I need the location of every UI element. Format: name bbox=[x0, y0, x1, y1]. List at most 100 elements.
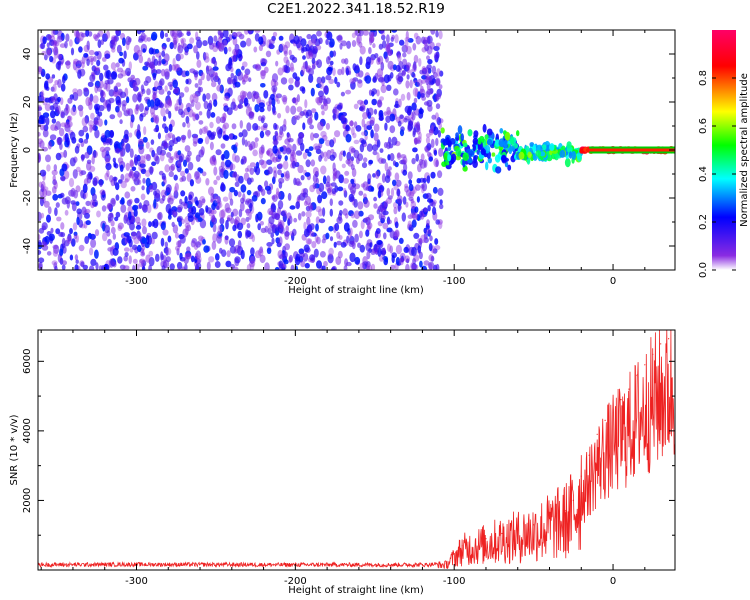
heatmap-cell bbox=[425, 91, 431, 98]
colorbar-tick-label: 0.8 bbox=[698, 70, 709, 86]
heatmap-cell bbox=[336, 231, 341, 239]
heatmap-cell bbox=[260, 144, 265, 154]
snr-data-point bbox=[548, 517, 551, 519]
heatmap-cell bbox=[439, 199, 443, 205]
heatmap-cell bbox=[171, 64, 176, 71]
heatmap-cell bbox=[320, 95, 326, 101]
heatmap-cell bbox=[369, 242, 373, 248]
heatmap-cell bbox=[141, 266, 146, 270]
heatmap-cell bbox=[246, 165, 252, 172]
heatmap-cell bbox=[131, 231, 138, 240]
heatmap-cell bbox=[64, 196, 71, 205]
heatmap-y-tick-label: -20 bbox=[22, 190, 33, 206]
heatmap-cell bbox=[127, 205, 133, 214]
heatmap-cell bbox=[354, 256, 361, 265]
heatmap-cell bbox=[119, 91, 127, 99]
heatmap-cell bbox=[309, 124, 314, 130]
heatmap-cell bbox=[273, 122, 278, 130]
heatmap-cell bbox=[201, 126, 208, 135]
heatmap-cell bbox=[353, 103, 359, 110]
heatmap-cell bbox=[132, 244, 138, 251]
heatmap-cell bbox=[467, 158, 473, 164]
heatmap-cell bbox=[92, 33, 98, 40]
heatmap-cell bbox=[295, 201, 301, 210]
heatmap-cell bbox=[384, 162, 389, 172]
heatmap-cell bbox=[128, 255, 132, 265]
heatmap-cell bbox=[430, 171, 436, 179]
heatmap-cell bbox=[284, 173, 290, 182]
heatmap-cell bbox=[198, 208, 205, 216]
heatmap-cell bbox=[119, 164, 124, 172]
heatmap-cell bbox=[301, 65, 306, 76]
heatmap-cell bbox=[93, 55, 97, 62]
heatmap-cell bbox=[232, 32, 238, 38]
heatmap-cell bbox=[39, 140, 45, 149]
heatmap-cell bbox=[532, 144, 537, 154]
heatmap-cell bbox=[51, 260, 58, 266]
heatmap-cell bbox=[325, 122, 330, 130]
snr-data-point bbox=[612, 409, 614, 411]
heatmap-cell bbox=[124, 252, 129, 257]
snr-y-tick-label: 6000 bbox=[22, 349, 33, 374]
heatmap-cell bbox=[90, 125, 95, 131]
heatmap-cell bbox=[426, 64, 432, 70]
heatmap-cell bbox=[318, 154, 322, 162]
heatmap-cell bbox=[118, 57, 125, 64]
heatmap-cell bbox=[411, 219, 417, 228]
heatmap-cell bbox=[266, 247, 272, 254]
heatmap-cell bbox=[440, 127, 445, 134]
heatmap-cell bbox=[40, 212, 45, 219]
heatmap-cell bbox=[296, 115, 300, 121]
heatmap-cell bbox=[305, 159, 311, 168]
heatmap-cell bbox=[316, 260, 322, 269]
heatmap-cell bbox=[320, 104, 324, 110]
heatmap-cell bbox=[80, 261, 85, 268]
heatmap-cell bbox=[130, 114, 135, 123]
heatmap-cell bbox=[193, 45, 198, 54]
heatmap-cell bbox=[368, 47, 372, 55]
heatmap-cell bbox=[105, 69, 112, 80]
snr-x-tick-label: 0 bbox=[610, 576, 616, 587]
heatmap-cell bbox=[418, 58, 422, 67]
heatmap-cell bbox=[73, 189, 79, 199]
heatmap-cell bbox=[311, 64, 316, 70]
heatmap-cell bbox=[101, 133, 105, 139]
heatmap-cell bbox=[203, 245, 210, 253]
heatmap-cell bbox=[311, 57, 316, 65]
heatmap-cell bbox=[382, 40, 387, 49]
heatmap-cell bbox=[150, 112, 156, 118]
heatmap-cell bbox=[138, 38, 144, 43]
heatmap-cell bbox=[325, 181, 331, 188]
heatmap-cell bbox=[112, 157, 116, 163]
heatmap-cell bbox=[128, 132, 133, 138]
heatmap-cell bbox=[411, 102, 417, 111]
heatmap-cell bbox=[323, 157, 328, 162]
heatmap-cell bbox=[110, 197, 116, 207]
heatmap-cell bbox=[338, 102, 342, 112]
heatmap-cell bbox=[566, 141, 572, 149]
heatmap-cell bbox=[394, 34, 399, 44]
heatmap-cell bbox=[370, 30, 376, 33]
heatmap-cell bbox=[409, 79, 413, 89]
heatmap-cell bbox=[425, 76, 429, 86]
heatmap-cell bbox=[51, 96, 56, 103]
heatmap-cell bbox=[92, 177, 98, 187]
heatmap-cell bbox=[554, 152, 559, 158]
heatmap-cell bbox=[46, 49, 52, 55]
heatmap-cell bbox=[264, 129, 271, 136]
heatmap-cell bbox=[423, 43, 428, 48]
heatmap-cell bbox=[114, 86, 119, 93]
heatmap-cell bbox=[352, 132, 357, 139]
heatmap-cell bbox=[39, 124, 46, 131]
heatmap-cell bbox=[307, 239, 311, 245]
heatmap-cell bbox=[395, 179, 402, 187]
heatmap-cell bbox=[246, 37, 252, 47]
heatmap-cell bbox=[376, 89, 380, 97]
heatmap-cell bbox=[87, 120, 95, 127]
heatmap-cell bbox=[89, 93, 94, 103]
heatmap-cell bbox=[385, 115, 391, 124]
heatmap-cell bbox=[209, 156, 216, 166]
heatmap-cell bbox=[404, 39, 409, 49]
heatmap-cell bbox=[367, 214, 375, 221]
heatmap-cell bbox=[194, 83, 199, 88]
